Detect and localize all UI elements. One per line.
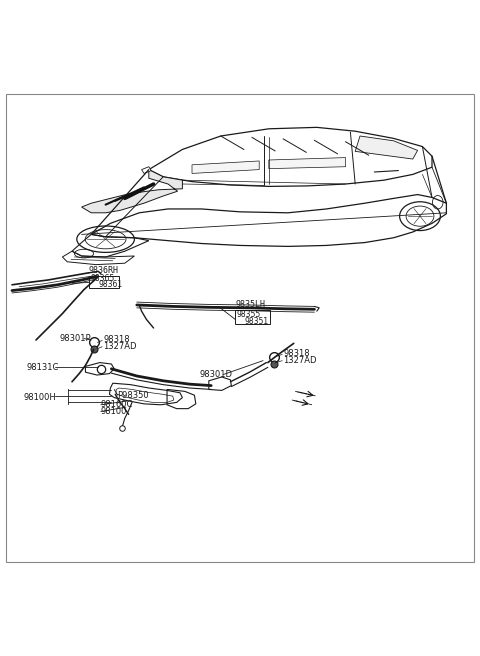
Text: 98365: 98365 — [90, 274, 115, 283]
Text: 98355: 98355 — [237, 310, 261, 319]
Text: 98301D: 98301D — [199, 370, 232, 379]
Text: 1327AD: 1327AD — [283, 356, 317, 365]
Text: 9835LH: 9835LH — [235, 300, 265, 309]
Polygon shape — [192, 161, 259, 173]
Polygon shape — [142, 167, 151, 173]
Text: 98160C: 98160C — [101, 400, 133, 409]
Text: 9836RH: 9836RH — [89, 266, 119, 276]
Text: 98301P: 98301P — [60, 334, 92, 343]
Polygon shape — [82, 170, 182, 213]
Bar — [89, 276, 119, 288]
Text: 98100: 98100 — [101, 407, 127, 416]
Text: 98361: 98361 — [98, 280, 122, 289]
Polygon shape — [355, 136, 418, 159]
Text: P98350: P98350 — [118, 391, 149, 400]
Bar — [235, 310, 270, 324]
Text: 98351: 98351 — [245, 317, 269, 326]
Text: 98318: 98318 — [103, 335, 130, 344]
Text: 98131C: 98131C — [26, 363, 59, 372]
Text: 98318: 98318 — [283, 350, 310, 358]
Polygon shape — [269, 157, 346, 169]
Text: 98100H: 98100H — [23, 393, 56, 401]
Text: 1327AD: 1327AD — [103, 342, 137, 351]
